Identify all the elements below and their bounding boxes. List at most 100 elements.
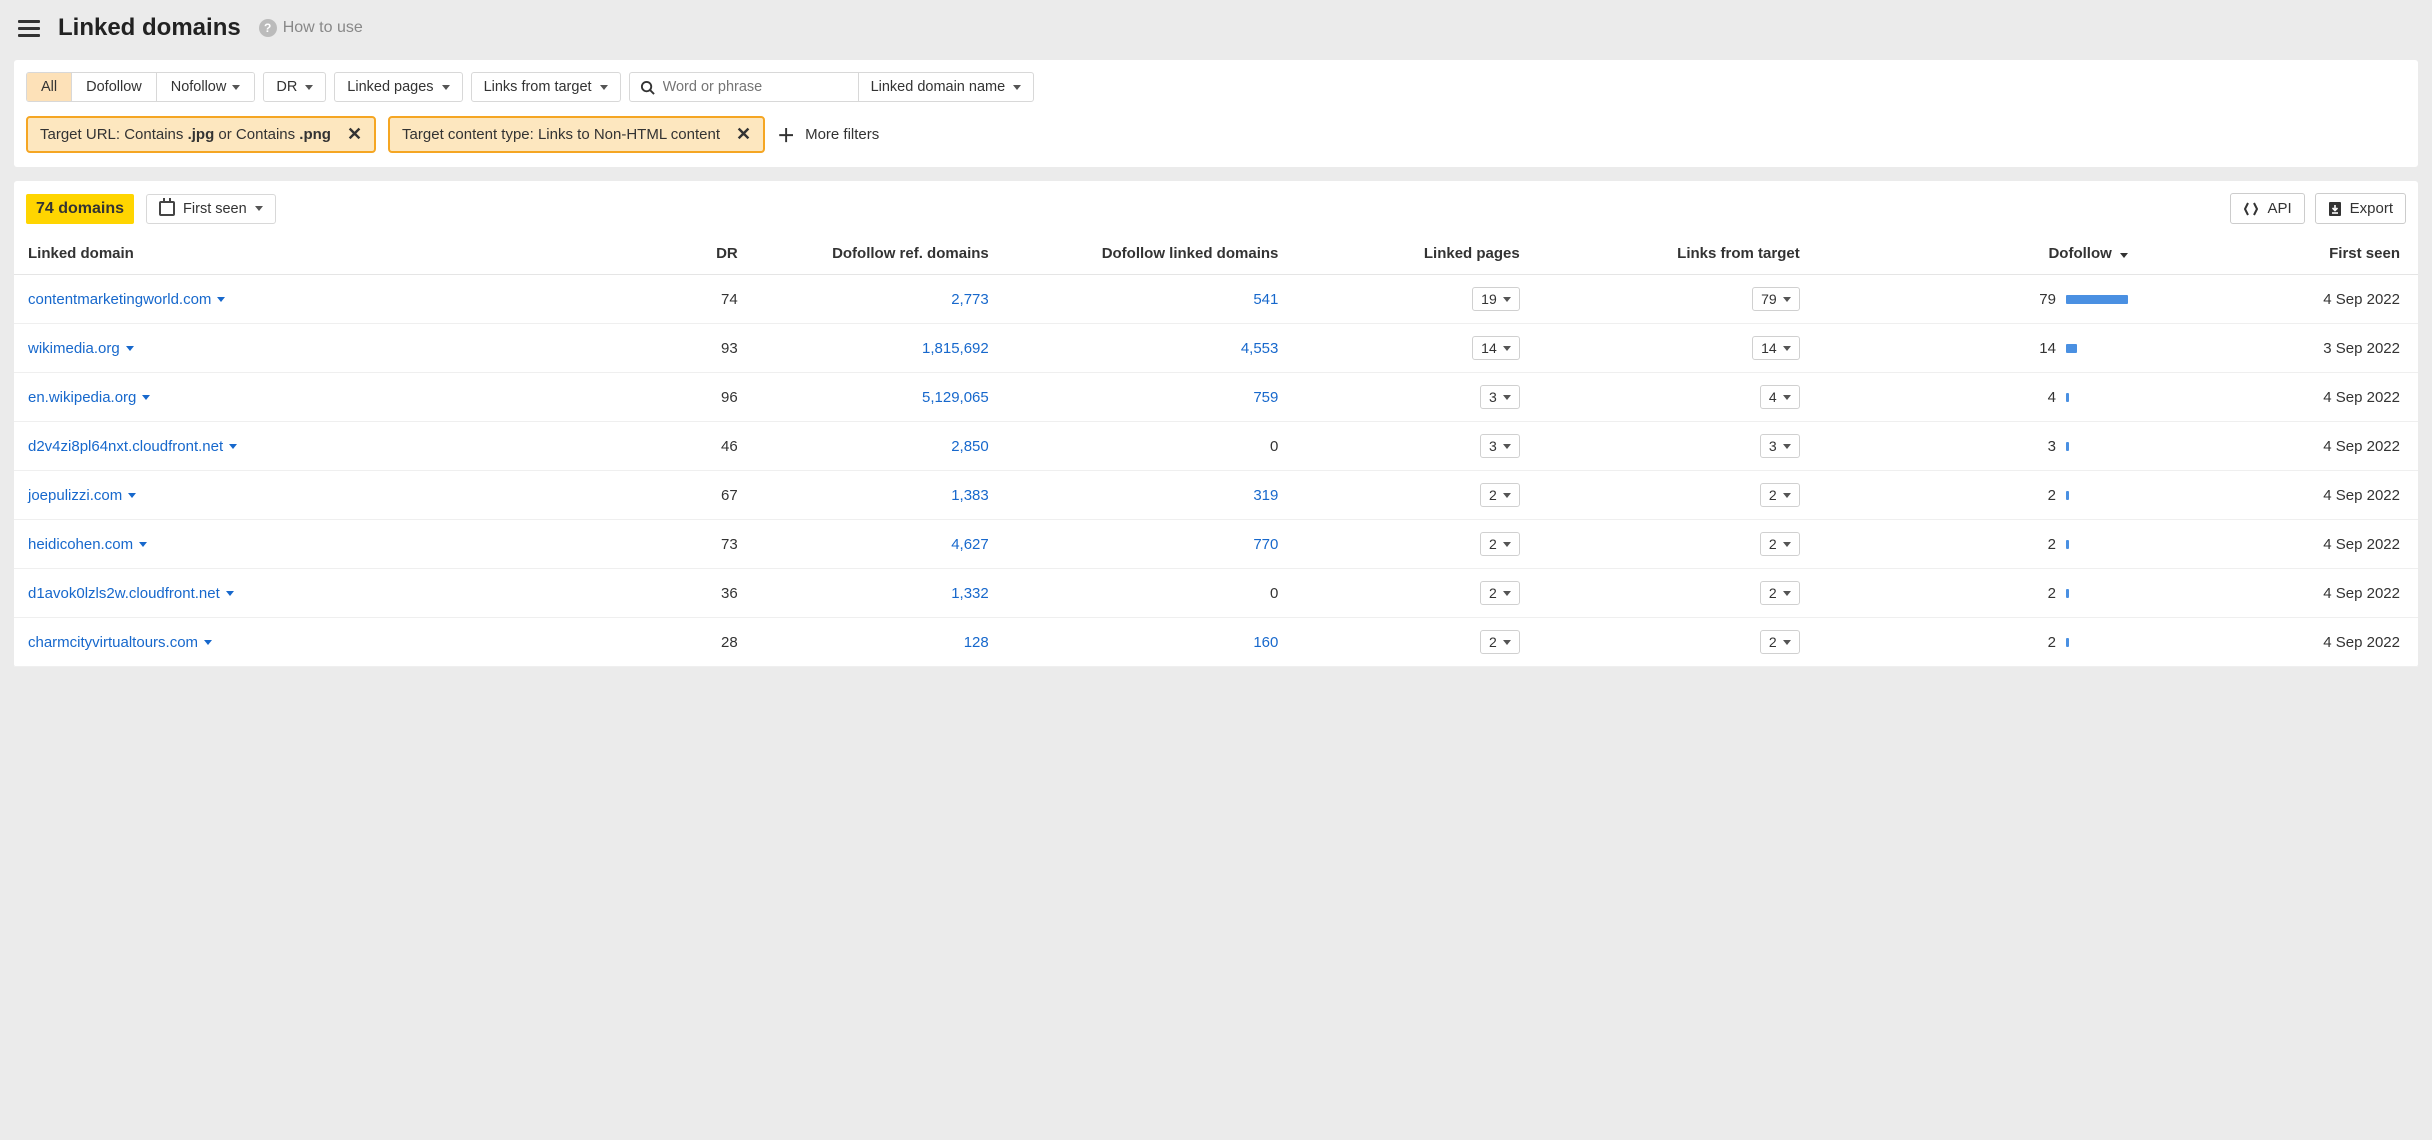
- linked-domains-value[interactable]: 319: [999, 471, 1289, 520]
- col-first-seen[interactable]: First seen: [2138, 234, 2418, 275]
- linked-domain-link[interactable]: d1avok0lzls2w.cloudfront.net: [28, 585, 234, 602]
- linked-domains-value[interactable]: 770: [999, 520, 1289, 569]
- dr-filter-button[interactable]: DR: [263, 72, 326, 102]
- linked-pages-dropdown[interactable]: 2: [1480, 483, 1520, 507]
- ref-domains-value[interactable]: 1,383: [748, 471, 999, 520]
- filter-nofollow-label: Nofollow: [171, 79, 227, 95]
- ref-domains-value[interactable]: 4,627: [748, 520, 999, 569]
- col-dr[interactable]: DR: [613, 234, 748, 275]
- calendar-icon: [159, 201, 175, 216]
- chevron-down-icon: [204, 640, 212, 645]
- linked-pages-dropdown[interactable]: 2: [1480, 532, 1520, 556]
- results-panel: 74 domains First seen API: [14, 181, 2418, 667]
- api-button[interactable]: API: [2230, 193, 2304, 224]
- chevron-down-icon: [1503, 297, 1511, 302]
- close-icon[interactable]: ✕: [732, 124, 755, 145]
- filter-chip-label: Target URL: Contains .jpg or Contains .p…: [40, 126, 331, 143]
- col-dofollow[interactable]: Dofollow: [1810, 234, 2138, 275]
- linked-domain-link[interactable]: charmcityvirtualtours.com: [28, 634, 212, 651]
- filter-nofollow-button[interactable]: Nofollow: [157, 73, 255, 101]
- col-dofollow-linked[interactable]: Dofollow linked domains: [999, 234, 1289, 275]
- ref-domains-value[interactable]: 5,129,065: [748, 373, 999, 422]
- links-from-target-dropdown[interactable]: 4: [1760, 385, 1800, 409]
- links-from-target-dropdown[interactable]: 2: [1760, 483, 1800, 507]
- filter-chip-content-type[interactable]: Target content type: Links to Non-HTML c…: [388, 116, 765, 153]
- filter-row-active: Target URL: Contains .jpg or Contains .p…: [26, 116, 2406, 153]
- more-filters-button[interactable]: ＋ More filters: [777, 122, 879, 148]
- links-from-target-dropdown[interactable]: 79: [1752, 287, 1800, 311]
- linked-domain-link[interactable]: wikimedia.org: [28, 340, 134, 357]
- filter-chip-label: Target content type: Links to Non-HTML c…: [402, 126, 720, 143]
- linked-domains-value[interactable]: 541: [999, 275, 1289, 324]
- help-icon: ?: [259, 19, 277, 37]
- linked-domain-link[interactable]: joepulizzi.com: [28, 487, 136, 504]
- chevron-down-icon: [1783, 395, 1791, 400]
- results-table-wrap: Linked domain DR Dofollow ref. domains D…: [14, 234, 2418, 667]
- chevron-down-icon: [1783, 493, 1791, 498]
- chevron-down-icon: [139, 542, 147, 547]
- how-to-use-link[interactable]: ? How to use: [259, 19, 363, 37]
- linked-pages-filter-button[interactable]: Linked pages: [334, 72, 462, 102]
- ref-domains-value[interactable]: 1,332: [748, 569, 999, 618]
- linked-pages-dropdown[interactable]: 3: [1480, 385, 1520, 409]
- col-links-from-target[interactable]: Links from target: [1530, 234, 1810, 275]
- chevron-down-icon: [226, 591, 234, 596]
- first-seen-value: 4 Sep 2022: [2138, 422, 2418, 471]
- download-icon: [2328, 201, 2342, 217]
- linked-domains-value[interactable]: 160: [999, 618, 1289, 667]
- links-from-target-filter-button[interactable]: Links from target: [471, 72, 621, 102]
- linked-pages-dropdown[interactable]: 3: [1480, 434, 1520, 458]
- dofollow-value: 79: [2039, 291, 2056, 308]
- ref-domains-value[interactable]: 128: [748, 618, 999, 667]
- table-row: wikimedia.org931,815,6924,55314 14 143 S…: [14, 324, 2418, 373]
- ref-domains-value[interactable]: 2,773: [748, 275, 999, 324]
- chevron-down-icon: [128, 493, 136, 498]
- linked-domains-value[interactable]: 4,553: [999, 324, 1289, 373]
- search-input[interactable]: [663, 73, 858, 101]
- first-seen-value: 4 Sep 2022: [2138, 618, 2418, 667]
- how-to-use-label: How to use: [283, 19, 363, 37]
- export-button[interactable]: Export: [2315, 193, 2406, 224]
- chevron-down-icon: [1503, 444, 1511, 449]
- hamburger-menu-icon[interactable]: [18, 19, 40, 37]
- linked-domain-link[interactable]: d2v4zi8pl64nxt.cloudfront.net: [28, 438, 237, 455]
- search-scope-select[interactable]: Linked domain name: [858, 73, 1034, 101]
- links-from-target-dropdown[interactable]: 14: [1752, 336, 1800, 360]
- filter-all-label: All: [41, 79, 57, 95]
- close-icon[interactable]: ✕: [343, 124, 366, 145]
- col-linked-pages[interactable]: Linked pages: [1288, 234, 1529, 275]
- filter-chip-target-url[interactable]: Target URL: Contains .jpg or Contains .p…: [26, 116, 376, 153]
- linked-domains-value[interactable]: 759: [999, 373, 1289, 422]
- dr-filter-label: DR: [276, 79, 297, 95]
- filter-all-button[interactable]: All: [27, 73, 72, 101]
- linked-domain-link[interactable]: heidicohen.com: [28, 536, 147, 553]
- links-from-target-dropdown[interactable]: 2: [1760, 532, 1800, 556]
- links-from-target-dropdown[interactable]: 2: [1760, 630, 1800, 654]
- chevron-down-icon: [142, 395, 150, 400]
- filter-dofollow-button[interactable]: Dofollow: [72, 73, 157, 101]
- linked-domain-link[interactable]: en.wikipedia.org: [28, 389, 150, 406]
- linked-pages-dropdown[interactable]: 2: [1480, 630, 1520, 654]
- chevron-down-icon: [1783, 346, 1791, 351]
- linked-domain-link[interactable]: contentmarketingworld.com: [28, 291, 225, 308]
- ref-domains-value[interactable]: 1,815,692: [748, 324, 999, 373]
- linked-pages-dropdown[interactable]: 14: [1472, 336, 1520, 360]
- links-from-target-dropdown[interactable]: 3: [1760, 434, 1800, 458]
- first-seen-sort-button[interactable]: First seen: [146, 194, 276, 224]
- links-from-target-filter-label: Links from target: [484, 79, 592, 95]
- dofollow-value: 2: [2048, 634, 2056, 651]
- first-seen-value: 4 Sep 2022: [2138, 520, 2418, 569]
- chevron-down-icon: [1503, 542, 1511, 547]
- table-row: en.wikipedia.org965,129,0657593 4 44 Sep…: [14, 373, 2418, 422]
- linked-pages-dropdown[interactable]: 19: [1472, 287, 1520, 311]
- ref-domains-value[interactable]: 2,850: [748, 422, 999, 471]
- col-linked-domain[interactable]: Linked domain: [14, 234, 613, 275]
- dofollow-bar: [2066, 442, 2069, 451]
- col-dofollow-ref[interactable]: Dofollow ref. domains: [748, 234, 999, 275]
- linked-pages-dropdown[interactable]: 2: [1480, 581, 1520, 605]
- links-from-target-dropdown[interactable]: 2: [1760, 581, 1800, 605]
- dofollow-value: 2: [2048, 487, 2056, 504]
- linked-domains-value: 0: [999, 422, 1289, 471]
- dr-value: 46: [613, 422, 748, 471]
- dr-value: 36: [613, 569, 748, 618]
